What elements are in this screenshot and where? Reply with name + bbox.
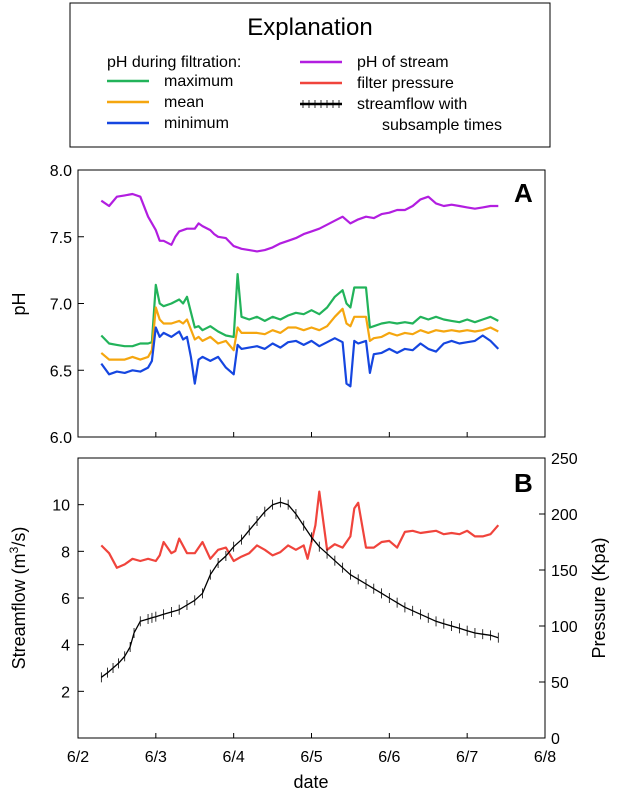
legend-group-label: pH during filtration: [107, 54, 241, 71]
panel-b-right-tick-label: 50 [551, 675, 569, 692]
series-line-minimum [100, 326, 500, 388]
panel-b-left-tick-label: 2 [61, 684, 70, 701]
legend: Explanation pH during filtration: maximu… [69, 2, 551, 148]
panel-a-y-tick-label: 6.0 [50, 430, 72, 447]
series-line-filter-pressure [100, 490, 500, 569]
series-line-maximum [100, 273, 499, 348]
panel-b-label: B [514, 468, 533, 498]
panel-a-y-axis-title: pH [9, 292, 29, 315]
legend-frame [69, 2, 551, 148]
legend-label-filter-pressure: filter pressure [357, 75, 454, 92]
panel-b-x-tick-label: 6/6 [378, 749, 400, 766]
panel-a-y-tick-label: 7.5 [50, 230, 72, 247]
panel-b-right-tick-label: 0 [551, 731, 560, 748]
legend-label-mean: mean [164, 94, 204, 111]
panel-b: B Streamflow (m3/s) Pressure (Kpa) date … [7, 451, 609, 792]
series-line-mean [100, 306, 499, 361]
panel-a: A pH 6.0 6.5 7.0 7.5 8.0 [9, 163, 546, 447]
panel-b-left-tick-label: 10 [52, 498, 70, 515]
legend-label-maximum: maximum [164, 73, 233, 90]
legend-label-cont: subsample times [382, 117, 502, 134]
panel-b-left-tick-label: 4 [61, 638, 70, 655]
legend-label-ph-of-stream: pH of stream [357, 54, 449, 71]
panel-a-x-ticks [77, 432, 546, 437]
panel-b-right-tick-label: 250 [551, 451, 578, 468]
panel-b-left-tick-label: 8 [61, 544, 70, 561]
panel-a-y-tick-label: 7.0 [50, 297, 72, 314]
legend-label-streamflow-with: streamflow with [357, 96, 467, 113]
panel-b-x-tick-label: 6/4 [223, 749, 245, 766]
legend-title: Explanation [247, 14, 372, 41]
panel-b-right-tick-label: 200 [551, 507, 578, 524]
panel-b-x-tick-label: 6/8 [534, 749, 556, 766]
panel-a-frame [77, 169, 546, 438]
panel-b-x-tick-label: 6/5 [300, 749, 322, 766]
panel-b-x-tick-label: 6/2 [67, 749, 89, 766]
panel-b-x-ticks: 6/2 6/3 6/4 6/5 6/6 6/7 6/8 [67, 733, 556, 766]
panel-b-right-axis-title: Pressure (Kpa) [589, 537, 609, 658]
panel-a-series [100, 192, 500, 388]
panel-b-x-tick-label: 6/3 [145, 749, 167, 766]
panel-b-left-tick-label: 6 [61, 591, 70, 608]
panel-b-x-tick-label: 6/7 [456, 749, 478, 766]
panel-b-right-tick-label: 100 [551, 619, 578, 636]
series-line-streamflow-with-subsample-times [100, 501, 499, 678]
legend-label-minimum: minimum [164, 115, 229, 132]
legend-items: maximum mean minimum pH of stream filter pre… [107, 54, 502, 134]
panel-b-left-axis-title: Streamflow (m3/s) [7, 527, 29, 670]
panel-b-right-ticks: 0 50 100 150 200 250 [539, 451, 578, 748]
panel-a-label: A [514, 178, 533, 208]
panel-a-y-ticks: 6.0 6.5 7.0 7.5 8.0 [50, 163, 84, 447]
panel-b-frame [77, 457, 546, 739]
panel-b-left-ticks: 2 4 6 8 10 [52, 498, 84, 701]
panel-b-right-tick-label: 150 [551, 563, 578, 580]
x-axis-title: date [293, 772, 328, 792]
panel-b-series [100, 490, 500, 683]
panel-a-y-tick-label: 6.5 [50, 363, 72, 380]
series-line-ph-of-stream [100, 192, 499, 253]
panel-a-y-tick-label: 8.0 [50, 163, 72, 180]
